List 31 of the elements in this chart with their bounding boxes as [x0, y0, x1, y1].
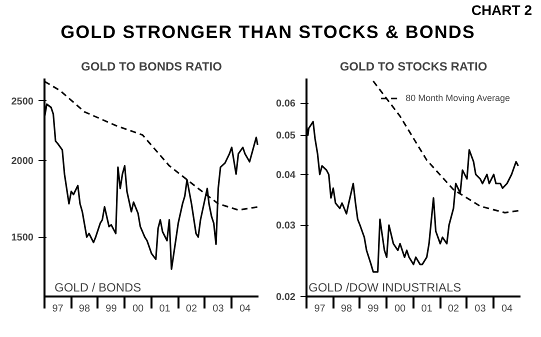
x-tick-label: 02 [186, 304, 198, 314]
y-tick-label: 0.06 [276, 98, 296, 110]
x-tick-label: 01 [421, 304, 433, 314]
x-tick-label: 03 [212, 304, 224, 314]
x-tick-label: 98 [340, 304, 352, 314]
x-tick-label: 99 [106, 304, 118, 314]
annotation: GOLD /DOW INDUSTRIALS [308, 280, 462, 294]
x-tick-label: 00 [394, 304, 406, 314]
x-tick-label: 01 [159, 304, 171, 314]
y-tick-label: 0.03 [276, 220, 296, 232]
legend-label: 80 Month Moving Average [406, 93, 510, 103]
chart-title: GOLD TO STOCKS RATIO [340, 60, 488, 74]
y-tick-label: 1500 [11, 232, 34, 244]
x-tick-label: 04 [239, 304, 252, 314]
annotation: GOLD / BONDS [54, 280, 142, 294]
y-tick-label: 0.05 [276, 130, 296, 142]
x-tick-label: 97 [52, 304, 64, 314]
caption: CHART 2 [471, 1, 532, 20]
y-tick-label: 2000 [11, 156, 34, 167]
x-tick-label: 99 [368, 304, 380, 314]
x-tick-label: 04 [501, 304, 514, 314]
x-tick-label: 02 [448, 304, 460, 314]
y-tick-label: 0.04 [276, 170, 296, 181]
y-tick-label: 0.02 [276, 292, 296, 303]
chart-title: GOLD TO BONDS RATIO [81, 60, 222, 74]
x-tick-label: 98 [78, 304, 90, 314]
text: GOLD STRONGER THAN STOCKS & BONDS [60, 21, 476, 44]
x-tick-label: 03 [474, 304, 486, 314]
x-tick-label: 00 [132, 304, 144, 314]
y-tick-label: 2500 [11, 96, 34, 108]
x-tick-label: 97 [314, 304, 326, 314]
